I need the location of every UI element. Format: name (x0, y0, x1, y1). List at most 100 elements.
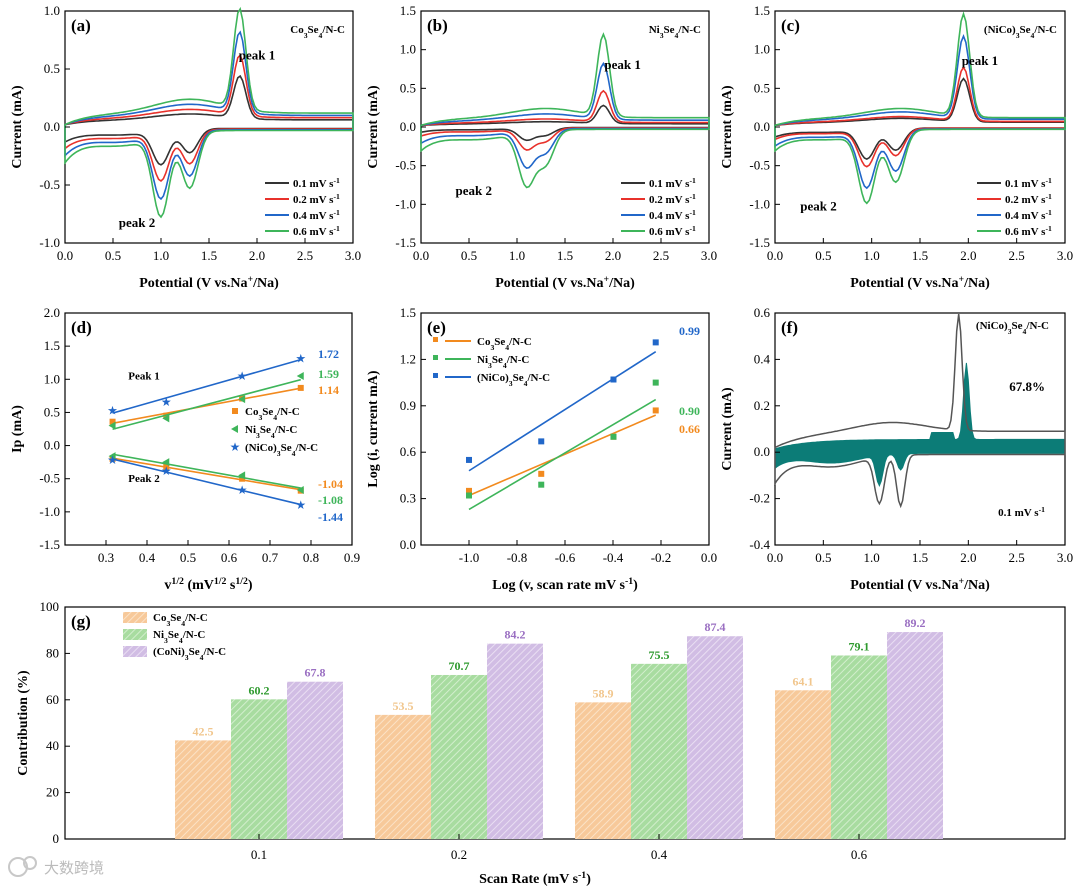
y-tick-label: -1.5 (395, 235, 416, 250)
legend-entry: 0.4 mV s-1 (649, 208, 696, 223)
data-point: ★ (237, 369, 248, 383)
data-point: ★ (107, 403, 118, 417)
bar (575, 702, 631, 839)
data-point (610, 433, 617, 440)
x-tick-label: -0.2 (651, 550, 672, 565)
x-tick-label: 2.0 (960, 550, 976, 565)
y-tick-label: 0.5 (400, 80, 416, 95)
x-tick-label: 1.5 (912, 248, 928, 263)
bar-value-label: 60.2 (249, 683, 270, 697)
x-tick-label: 2.5 (1009, 248, 1025, 263)
y-tick-label: -1.5 (39, 537, 60, 552)
bar (175, 740, 231, 839)
y-axis-label: Ip (mA) (10, 405, 25, 453)
slope-label: 0.66 (679, 422, 700, 436)
bar (631, 663, 687, 839)
data-point (652, 339, 659, 346)
data-point (466, 487, 472, 494)
x-tick-label: 0.0 (767, 550, 783, 565)
y-tick-label: 1.5 (44, 338, 60, 353)
fit-line (112, 358, 301, 414)
panel-label: (a) (71, 16, 91, 35)
fit-line (112, 453, 301, 489)
y-tick-label: 60 (46, 692, 59, 707)
legend-swatch (123, 612, 147, 623)
plot-frame (64, 606, 1066, 840)
data-point (297, 384, 304, 391)
slope-label: -1.08 (318, 493, 343, 507)
x-axis-label: Potential (V vs.Na+/Na) (495, 274, 635, 292)
peak-annotation: Peak 2 (128, 473, 160, 485)
y-tick-label: 2.0 (44, 305, 60, 320)
bar-value-label: 53.5 (393, 699, 414, 713)
data-point (162, 458, 170, 467)
panel-material-title: Ni3Se4/N-C (649, 24, 701, 40)
peak-annotation: peak 2 (800, 199, 836, 214)
cv-curve-blue (420, 61, 710, 169)
watermark-text: 大数跨境 (44, 859, 104, 877)
legend-entry: 0.1 mV s-1 (293, 176, 340, 191)
x-tick-label: 2.5 (1009, 550, 1025, 565)
bar-value-label: 84.2 (505, 628, 526, 642)
cv-curve-green (64, 6, 354, 219)
x-tick-label: 0.3 (98, 550, 114, 565)
x-tick-label: 0.7 (262, 550, 279, 565)
y-tick-label: 1.5 (754, 3, 770, 18)
y-tick-label: 0.0 (400, 119, 416, 134)
x-tick-label: 0.5 (105, 248, 121, 263)
y-tick-label: 0.0 (44, 119, 60, 134)
x-axis-label: Potential (V vs.Na+/Na) (139, 274, 279, 292)
y-tick-label: -0.4 (749, 537, 770, 552)
panel-f: -0.4 -0.2 0.0 0.2 0.4 0.6 0.0 0.5 1.0 1.5 2.0 2.5 3.… (720, 305, 1073, 593)
fit-line (112, 458, 301, 506)
x-tick-label: -1.0 (459, 550, 480, 565)
peak-annotation: Peak 1 (128, 370, 159, 382)
y-tick-label: 0.9 (400, 398, 416, 413)
contribution-label: 67.8% (1009, 379, 1045, 394)
y-tick-label: 1.5 (400, 3, 416, 18)
legend-entry: 0.6 mV s-1 (293, 224, 340, 239)
legend-entry: 0.2 mV s-1 (1005, 192, 1052, 207)
bar (887, 632, 943, 839)
y-tick-label: -1.5 (749, 235, 770, 250)
panel-b: -1.5 -1.0 -0.5 0.0 0.5 1.0 1.5 0.0 0.5 1.0 1.5 2.0 2… (366, 3, 717, 291)
y-tick-label: -1.0 (395, 196, 416, 211)
y-tick-label: 1.5 (400, 305, 416, 320)
x-tick-label: 0.1 (251, 847, 267, 862)
x-tick-label: 3.0 (1057, 248, 1073, 263)
y-tick-label: -1.0 (749, 196, 770, 211)
y-axis-label: Log (i, current mA) (366, 370, 381, 487)
y-tick-label: 0.5 (44, 61, 60, 76)
legend-entry: Co3Se4/N-C (477, 336, 532, 352)
legend-entry: 0.1 mV s-1 (649, 176, 696, 191)
x-tick-label: 0.2 (451, 847, 467, 862)
x-tick-label: 0.5 (815, 248, 831, 263)
panel-d: ★ ★ ★ ★ ★ ★ ★ ★ 1.14 -1.04 1.59 -1.08 1.72 -1.44 -1.5 -… (10, 305, 360, 593)
panel-e: 0.66 Co3Se4/N-C 0.90 Ni3Se4/N-C 0.99 (NiCo)3S… (366, 305, 717, 593)
panel-label: (d) (71, 318, 92, 337)
legend-entry: 0.1 mV s-1 (1005, 176, 1052, 191)
x-tick-label: 3.0 (345, 248, 361, 263)
y-tick-label: 0.6 (754, 305, 771, 320)
panel-label: (f) (781, 318, 798, 337)
legend-entry: 0.6 mV s-1 (1005, 224, 1052, 239)
y-axis-label: Current (mA) (10, 85, 25, 169)
legend-marker (231, 425, 238, 433)
bar (775, 690, 831, 839)
x-axis-label: Potential (V vs.Na+/Na) (850, 576, 990, 594)
fit-line (112, 378, 301, 431)
x-tick-label: 0.4 (651, 847, 668, 862)
y-axis-label: Contribution (%) (16, 670, 31, 776)
x-tick-label: -0.6 (555, 550, 576, 565)
panel-label: (b) (427, 16, 448, 35)
cv-curve-blue (774, 34, 1066, 190)
y-tick-label: 0.0 (44, 438, 60, 453)
peak-annotation: peak 1 (962, 53, 998, 68)
x-axis-label: v1/2 (mV1/2 s1/2) (164, 576, 252, 594)
bar (231, 699, 287, 839)
legend-entry: Co3Se4/N-C (245, 406, 300, 422)
bar-value-label: 79.1 (849, 639, 870, 653)
data-point (238, 471, 246, 480)
legend-swatch (123, 629, 147, 640)
